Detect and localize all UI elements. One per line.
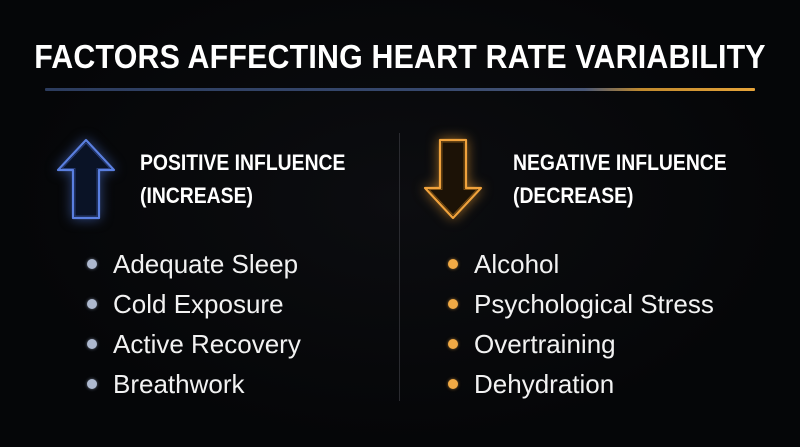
page-title: FACTORS AFFECTING HEART RATE VARIABILITY	[34, 38, 766, 75]
column-divider	[399, 133, 400, 401]
list-item: Alcohol	[448, 244, 714, 284]
positive-heading: POSITIVE INFLUENCE (INCREASE)	[140, 146, 345, 212]
list-item-label: Dehydration	[474, 369, 615, 399]
list-item-label: Overtraining	[474, 329, 616, 359]
negative-heading-line1: NEGATIVE INFLUENCE	[513, 150, 727, 175]
list-item-label: Adequate Sleep	[113, 249, 299, 279]
list-item-label: Alcohol	[474, 249, 560, 279]
bullet-icon	[448, 259, 458, 269]
negative-heading: NEGATIVE INFLUENCE (DECREASE)	[513, 146, 727, 212]
negative-factor-list: Alcohol Psychological Stress Overtrainin…	[448, 244, 714, 404]
arrow-down-icon	[423, 138, 483, 220]
bullet-icon	[448, 299, 458, 309]
list-item: Dehydration	[448, 364, 714, 404]
positive-factor-list: Adequate Sleep Cold Exposure Active Reco…	[87, 244, 301, 404]
bullet-icon	[87, 299, 97, 309]
list-item-label: Active Recovery	[113, 329, 301, 359]
bullet-icon	[448, 379, 458, 389]
list-item: Active Recovery	[87, 324, 301, 364]
bullet-icon	[87, 339, 97, 349]
list-item: Cold Exposure	[87, 284, 301, 324]
list-item-label: Breathwork	[113, 369, 245, 399]
positive-heading-line1: POSITIVE INFLUENCE	[140, 150, 346, 175]
title-underline	[45, 88, 755, 91]
list-item: Adequate Sleep	[87, 244, 301, 284]
list-item-label: Cold Exposure	[113, 289, 284, 319]
negative-heading-line2: (DECREASE)	[513, 183, 634, 208]
positive-heading-line2: (INCREASE)	[140, 183, 253, 208]
list-item: Breathwork	[87, 364, 301, 404]
list-item-label: Psychological Stress	[474, 289, 714, 319]
bullet-icon	[448, 339, 458, 349]
list-item: Psychological Stress	[448, 284, 714, 324]
arrow-up-icon	[56, 138, 116, 220]
bullet-icon	[87, 379, 97, 389]
bullet-icon	[87, 259, 97, 269]
list-item: Overtraining	[448, 324, 714, 364]
